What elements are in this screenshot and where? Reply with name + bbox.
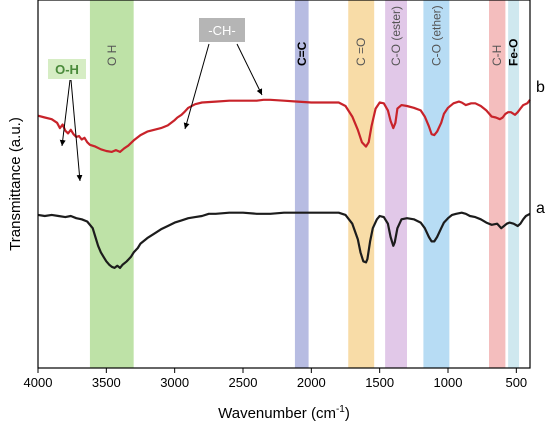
band-label-6: Fe-O xyxy=(507,39,521,66)
band-5 xyxy=(489,0,506,368)
plot-frame xyxy=(37,0,531,369)
oh-arrow-2 xyxy=(70,79,83,182)
band-label-2: C =O xyxy=(354,38,368,66)
series-line-b xyxy=(37,98,531,153)
ch-arrow-2 xyxy=(236,43,263,96)
series-line-a xyxy=(37,211,531,269)
x-tick-label-1500: 1500 xyxy=(365,375,394,390)
band-label-0: O H xyxy=(105,45,119,66)
ch-annotation-label: -CH- xyxy=(208,23,235,38)
band-group xyxy=(89,0,520,368)
band-1 xyxy=(294,0,309,368)
band-label-3: C-O (ester) xyxy=(389,6,403,66)
x-tick-label-4000: 4000 xyxy=(24,375,53,390)
series-group xyxy=(37,98,531,269)
oh-annotation-box xyxy=(48,59,86,79)
band-0 xyxy=(89,0,134,368)
x-tick-label-3500: 3500 xyxy=(92,375,121,390)
x-tick-label-500: 500 xyxy=(505,375,527,390)
band-label-1: C=C xyxy=(295,41,309,66)
x-tick-label-1000: 1000 xyxy=(434,375,463,390)
band-3 xyxy=(385,0,407,368)
x-tick-group: 4000 3500 3000 2500 2000 1500 1000 500 xyxy=(24,368,527,390)
ch-annotation-box xyxy=(199,18,245,42)
band-2 xyxy=(348,0,375,368)
x-tick-label-2000: 2000 xyxy=(297,375,326,390)
band-6 xyxy=(508,0,520,368)
oh-arrow-1 xyxy=(59,79,71,147)
series-label-a: a xyxy=(536,200,545,217)
x-tick-label-2500: 2500 xyxy=(229,375,258,390)
series-label-b: b xyxy=(536,79,545,96)
x-axis-title: Wavenumber (cm-1) xyxy=(218,404,350,422)
oh-annotation-label: O-H xyxy=(55,62,79,77)
x-tick-label-3000: 3000 xyxy=(160,375,189,390)
band-4 xyxy=(423,0,450,368)
band-label-5: C-H xyxy=(490,45,504,66)
band-label-group: O H C=C C =O C-O (ester) C-O (ether) C-H Fe-O xyxy=(105,5,521,66)
y-axis-title: Transmittance (a.u.) xyxy=(7,117,24,251)
band-label-4: C-O (ether) xyxy=(429,5,443,66)
ch-arrow-1 xyxy=(183,43,210,130)
